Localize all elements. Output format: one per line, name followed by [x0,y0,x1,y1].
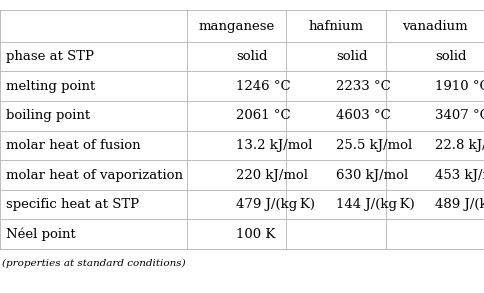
Text: phase at STP: phase at STP [6,50,93,63]
Text: 479 J/(kg K): 479 J/(kg K) [236,198,315,211]
Text: 4603 °C: 4603 °C [335,109,390,122]
Text: 100 K: 100 K [236,228,275,241]
Text: 25.5 kJ/mol: 25.5 kJ/mol [335,139,411,152]
Text: solid: solid [434,50,466,63]
Text: specific heat at STP: specific heat at STP [6,198,138,211]
Text: 2061 °C: 2061 °C [236,109,290,122]
Text: 220 kJ/mol: 220 kJ/mol [236,168,308,182]
Text: 13.2 kJ/mol: 13.2 kJ/mol [236,139,312,152]
Text: 2233 °C: 2233 °C [335,80,390,93]
Text: (properties at standard conditions): (properties at standard conditions) [2,259,185,268]
Text: vanadium: vanadium [402,20,467,33]
Text: 489 J/(kg K): 489 J/(kg K) [434,198,484,211]
Text: melting point: melting point [6,80,95,93]
Text: 630 kJ/mol: 630 kJ/mol [335,168,407,182]
Text: 1910 °C: 1910 °C [434,80,484,93]
Text: 144 J/(kg K): 144 J/(kg K) [335,198,414,211]
Text: 453 kJ/mol: 453 kJ/mol [434,168,484,182]
Text: molar heat of fusion: molar heat of fusion [6,139,140,152]
Text: solid: solid [335,50,366,63]
Text: Néel point: Néel point [6,227,76,241]
Text: solid: solid [236,50,267,63]
Text: molar heat of vaporization: molar heat of vaporization [6,168,182,182]
Text: hafnium: hafnium [308,20,363,33]
Text: 1246 °C: 1246 °C [236,80,290,93]
Text: 3407 °C: 3407 °C [434,109,484,122]
Text: boiling point: boiling point [6,109,90,122]
Text: 22.8 kJ/mol: 22.8 kJ/mol [434,139,484,152]
Text: manganese: manganese [198,20,274,33]
